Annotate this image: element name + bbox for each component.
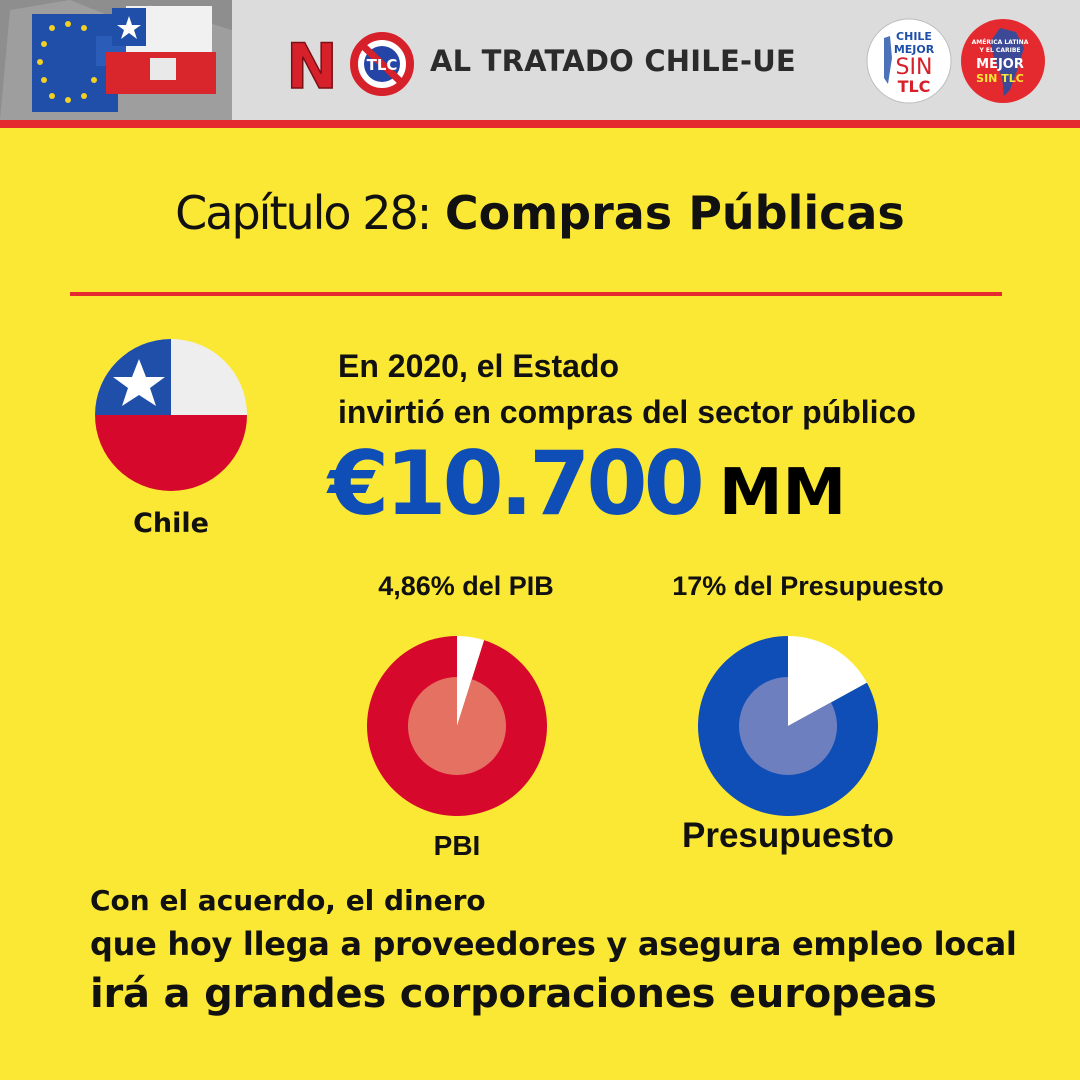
badge-left-line4: TLC	[898, 77, 931, 96]
title-divider	[70, 292, 1002, 296]
closing-text: Con el acuerdo, el dinero que hoy llega …	[90, 880, 1017, 1022]
closing-line-1: Con el acuerdo, el dinero	[90, 884, 486, 917]
chile-flag-icon	[95, 339, 247, 491]
chile-mejor-sin-tlc-badge: CHILE MEJOR SIN TLC	[866, 18, 952, 104]
no-tlc-logo: N TLC	[286, 30, 414, 96]
logo-letter-n: N	[286, 30, 338, 96]
pib-donut-chart	[367, 636, 547, 816]
pib-donut-title: 4,86% del PIB	[378, 571, 554, 601]
logo-tlc-text: TLC	[367, 56, 398, 74]
closing-line-3: irá a grandes corporaciones europeas	[90, 971, 937, 1017]
badge-right-line1: AMÉRICA LATINA	[972, 38, 1029, 46]
header-divider	[0, 120, 1080, 128]
country-label: Chile	[133, 508, 209, 539]
budget-inner-disc	[739, 677, 837, 775]
campaign-title: AL TRATADO CHILE-UE	[430, 44, 796, 78]
amount-figure: €10.700 MM	[328, 432, 846, 535]
eu-chile-puzzle-image	[0, 0, 232, 120]
badge-right-line2: Y EL CARIBE	[978, 47, 1020, 54]
budget-donut-title: 17% del Presupuesto	[672, 571, 944, 601]
badge-right-line4: SIN TLC	[976, 72, 1024, 85]
america-latina-mejor-sin-tlc-badge: AMÉRICA LATINA Y EL CARIBE MEJOR SIN TLC	[961, 19, 1045, 103]
pib-inner-disc	[408, 677, 506, 775]
intro-line-2: invirtió en compras del sector público	[338, 394, 916, 430]
pib-donut-label: PBI	[433, 830, 481, 861]
amount-unit: MM	[718, 456, 847, 530]
header-bar: N TLC AL TRATADO CHILE-UE CHILE MEJOR SI…	[0, 0, 1080, 120]
page-title: Capítulo 28: Compras Públicas	[0, 186, 1080, 240]
closing-line-2: que hoy llega a proveedores y asegura em…	[90, 925, 1017, 963]
chapter-label: Capítulo 28:	[175, 186, 432, 240]
intro-text: En 2020, el Estado invirtió en compras d…	[338, 343, 916, 435]
budget-donut-chart	[698, 636, 878, 816]
badge-left-line2: MEJOR	[894, 43, 935, 56]
pib-share-slice	[457, 636, 485, 726]
budget-donut-label: Presupuesto	[682, 816, 894, 855]
badge-right-line3: MEJOR	[976, 57, 1024, 72]
badge-left-line3: SIN	[896, 55, 933, 80]
intro-line-1: En 2020, el Estado	[338, 348, 620, 384]
chapter-subject: Compras Públicas	[444, 186, 905, 240]
badge-left-line1: CHILE	[896, 30, 932, 43]
amount-value: €10.700	[328, 432, 705, 535]
budget-share-slice	[788, 636, 867, 726]
